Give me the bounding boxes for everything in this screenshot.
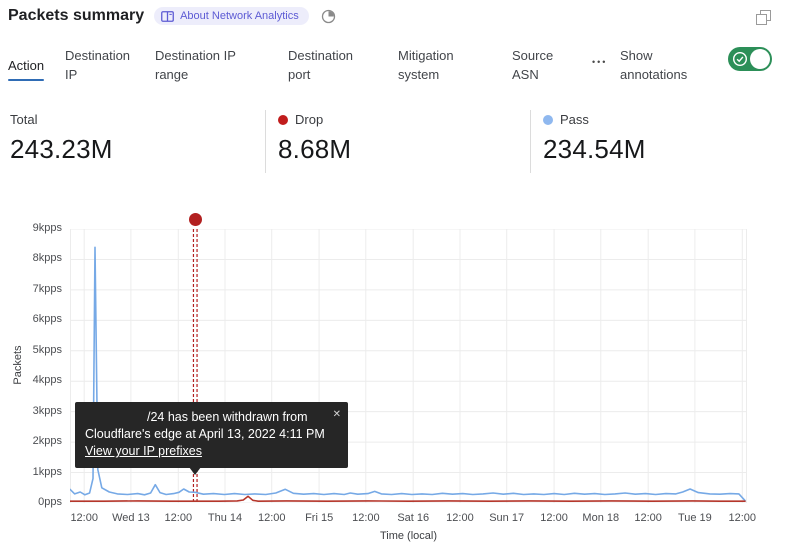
x-axis-title: Time (local) — [379, 530, 438, 542]
x-tick-label: 12:00 — [257, 512, 286, 524]
tooltip-caret — [186, 463, 205, 475]
y-tick-label: 7kpps — [32, 282, 62, 295]
tab-label: Destination IP range — [155, 48, 236, 82]
history-clock-icon[interactable] — [321, 9, 336, 24]
x-tick-label: 12:00 — [540, 512, 568, 524]
drop-legend-dot — [278, 114, 288, 125]
window-front-square — [756, 14, 767, 25]
y-tick-label: 4kpps — [32, 374, 62, 387]
x-tick-label: 12:00 — [352, 512, 380, 524]
toggle-knob — [750, 49, 770, 69]
stat-pass: Pass 234.54M — [543, 112, 646, 165]
tab-mitigation-system[interactable]: Mitigation system — [398, 47, 480, 85]
x-tick-label: 12:00 — [164, 512, 193, 524]
y-tick-label: 9kpps — [32, 222, 62, 234]
stat-value: 243.23M — [10, 134, 113, 164]
tab-label: Source ASN — [512, 48, 554, 82]
x-tick-label: Wed 13 — [112, 512, 150, 524]
x-tick-label: 12:00 — [446, 512, 474, 524]
tab-destination-ip-range[interactable]: Destination IP range — [155, 47, 247, 85]
stat-drop: Drop 8.68M — [278, 112, 351, 165]
stat-value: 234.54M — [543, 134, 646, 164]
x-tick-label: 12:00 — [70, 512, 98, 524]
tab-label: Destination IP — [65, 48, 131, 82]
active-tab-underline — [8, 78, 45, 81]
stat-total: Total 243.23M — [10, 112, 113, 165]
pass-legend-dot — [543, 114, 553, 125]
tab-action-label: Action — [8, 58, 45, 73]
series-line-pass — [69, 246, 746, 502]
y-tick-label: 3kpps — [32, 404, 62, 417]
stat-divider — [530, 110, 531, 173]
page-title: Packets summary — [8, 7, 145, 24]
x-tick-label: 12:00 — [728, 512, 757, 524]
x-tick-label: 12:00 — [634, 512, 662, 524]
tab-destination-ip[interactable]: Destination IP — [65, 47, 143, 85]
view-ip-prefixes-link[interactable]: View your IP prefixes — [85, 444, 202, 458]
y-tick-label: 5kpps — [32, 343, 62, 356]
check-icon — [732, 51, 748, 67]
x-tick-label: Thu 14 — [207, 512, 243, 524]
tooltip-line-2: Cloudflare's edge at April 13, 2022 4:11… — [85, 427, 325, 441]
stat-label: Total — [10, 112, 38, 127]
y-tick-label: 8kpps — [32, 252, 62, 265]
annotation-tooltip: ✕ /24 has been withdrawn from Cloudflare… — [75, 402, 348, 468]
stat-divider — [265, 110, 266, 173]
x-tick-label: Sat 16 — [397, 512, 430, 524]
tab-label: Mitigation system — [398, 48, 454, 82]
tab-source-asn[interactable]: Source ASN — [512, 47, 570, 85]
x-tick-label: Fri 15 — [305, 512, 334, 524]
y-tick-label: 1kpps — [32, 465, 62, 478]
show-annotations-toggle[interactable] — [728, 47, 772, 71]
x-tick-label: Sun 17 — [489, 512, 525, 524]
tooltip-line-1: /24 has been withdrawn from — [147, 410, 308, 424]
tab-destination-port[interactable]: Destination port — [288, 47, 370, 85]
more-tabs-ellipsis-icon[interactable]: ••• — [592, 57, 608, 67]
show-annotations-label: Show annotations — [620, 48, 688, 82]
book-icon — [161, 10, 174, 22]
header: Packets summary About Network Analytics — [8, 7, 336, 25]
series-line-drop — [69, 495, 746, 503]
about-network-analytics-badge[interactable]: About Network Analytics — [154, 7, 309, 25]
tab-label: Destination port — [288, 48, 354, 82]
overlapping-windows-icon[interactable] — [756, 10, 771, 25]
y-tick-label: 2kpps — [32, 435, 62, 448]
stat-value: 8.68M — [278, 134, 352, 164]
stat-label: Drop — [295, 112, 324, 127]
stat-label: Pass — [560, 112, 589, 127]
annotation-marker-dot[interactable] — [188, 213, 202, 226]
badge-label: About Network Analytics — [180, 10, 299, 22]
y-axis-title: Packets — [12, 345, 24, 385]
y-tick-label: 6kpps — [32, 313, 62, 326]
tab-action[interactable]: Action — [8, 57, 45, 81]
x-tick-label: Tue 19 — [677, 512, 712, 524]
close-icon[interactable]: ✕ — [332, 409, 341, 420]
x-tick-label: Mon 18 — [582, 512, 620, 524]
y-tick-label: 0pps — [38, 496, 62, 508]
